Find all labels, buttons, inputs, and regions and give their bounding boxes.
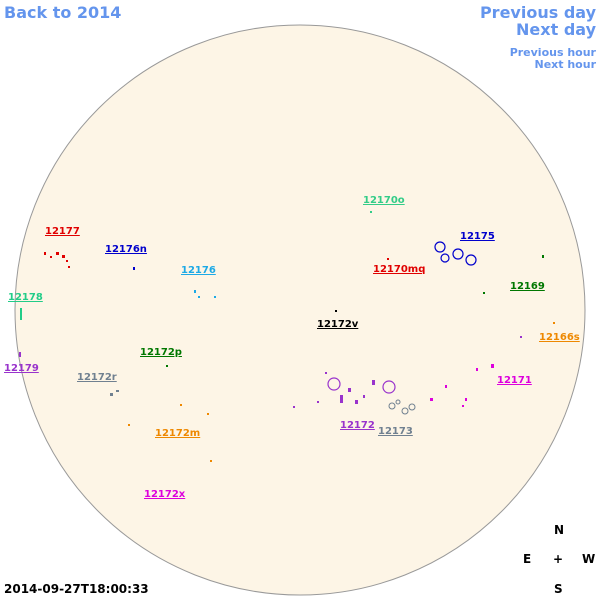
region-label[interactable]: 12172 bbox=[340, 420, 375, 431]
timestamp: 2014-09-27T18:00:33 bbox=[4, 582, 149, 596]
sunspots bbox=[19, 211, 555, 462]
previous-hour-link[interactable]: Previous hour bbox=[509, 46, 596, 59]
previous-day-link[interactable]: Previous day bbox=[479, 3, 596, 22]
solar-disk bbox=[14, 24, 586, 596]
region-label[interactable]: 12172r bbox=[77, 372, 117, 383]
region-label[interactable]: 12172m bbox=[155, 428, 201, 439]
region-label[interactable]: 12176n bbox=[105, 244, 147, 255]
next-day-link[interactable]: Next day bbox=[516, 20, 596, 39]
region-label[interactable]: 12175 bbox=[460, 231, 495, 242]
compass-center: + bbox=[553, 552, 564, 566]
region-label[interactable]: 12178 bbox=[8, 292, 43, 303]
compass-north: N bbox=[554, 523, 565, 537]
next-hour-link[interactable]: Next hour bbox=[534, 58, 597, 71]
compass-south: S bbox=[554, 582, 563, 596]
region-label[interactable]: 12169 bbox=[510, 281, 545, 292]
region-label[interactable]: 12179 bbox=[4, 363, 39, 374]
region-label[interactable]: 12176 bbox=[181, 265, 216, 276]
region-label[interactable]: 12166s bbox=[539, 332, 580, 343]
region-label[interactable]: 12172p bbox=[140, 347, 182, 358]
back-link[interactable]: Back to 2014 bbox=[4, 3, 122, 22]
compass-west: W bbox=[582, 552, 596, 566]
region-label[interactable]: 12173 bbox=[378, 426, 413, 437]
region-label[interactable]: 12172v bbox=[317, 319, 359, 330]
region-label[interactable]: 12170mq bbox=[373, 264, 426, 275]
region-label[interactable]: 12172x bbox=[144, 489, 186, 500]
region-label[interactable]: 12177 bbox=[45, 226, 80, 237]
compass-east: E bbox=[523, 552, 532, 566]
region-label[interactable]: 12171 bbox=[497, 375, 532, 386]
region-label[interactable]: 12170o bbox=[363, 195, 405, 206]
